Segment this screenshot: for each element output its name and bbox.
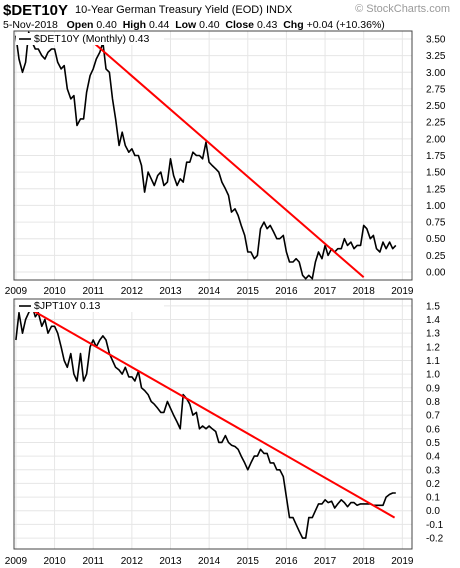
low-label: Low [175,19,197,31]
exchange-label: INDX [265,4,293,16]
symbol-label: $DET10Y [3,2,69,19]
y-tick-label: 1.2 [426,342,440,353]
x-tick-label: 2012 [121,286,144,297]
y-tick-label: 2.25 [426,118,446,129]
x-tick-label: 2018 [353,286,376,297]
stockcharts-watermark[interactable]: © StockCharts.com [355,3,450,15]
x-tick-label: 2014 [198,556,221,567]
x-tick-label: 2019 [391,556,414,567]
x-tick-label: 2009 [5,556,28,567]
legend-label: $DET10Y (Monthly) 0.43 [34,33,150,45]
y-tick-label: 1.00 [426,201,446,212]
x-tick-label: 2018 [353,556,376,567]
price-line [15,304,396,539]
chart-legend: $JPT10Y 0.13 [16,300,164,312]
y-tick-label: 3.25 [426,51,446,62]
x-tick-label: 2011 [82,286,104,297]
y-tick-label: 2.00 [426,134,446,145]
x-tick-label: 2013 [159,286,182,297]
y-tick-label: 0.75 [426,218,446,229]
open-value: 0.40 [96,19,117,31]
y-tick-label: 0.6 [426,424,440,435]
y-tick-label: 1.75 [426,151,446,162]
x-tick-label: 2009 [5,286,28,297]
y-tick-label: 0.7 [426,411,440,422]
close-label: Close [225,19,255,31]
y-tick-label: 1.50 [426,168,446,179]
plot-frame [13,30,413,281]
y-tick-label: -0.2 [426,534,444,545]
y-tick-label: 1.1 [426,356,440,367]
y-tick-label: 1.25 [426,184,446,195]
x-tick-label: 2010 [43,286,66,297]
x-tick-label: 2015 [237,556,260,567]
x-tick-label: 2016 [275,286,298,297]
x-tick-label: 2019 [391,286,414,297]
legend-background [16,300,164,312]
y-tick-label: 1.0 [426,370,440,381]
y-tick-label: 2.50 [426,101,446,112]
close-value: 0.43 [256,19,278,31]
trend-line [29,307,396,519]
x-tick-label: 2015 [237,286,260,297]
quote-line: 5-Nov-2018 Open 0.40 High 0.44 Low 0.40 … [3,19,385,31]
y-tick-label: 0.1 [426,493,440,504]
quote-date: 5-Nov-2018 [3,19,58,31]
chart-title: 10-Year German Treasury Yield (EOD) INDX [75,4,292,16]
y-tick-label: 1.4 [426,315,440,326]
y-tick-label: 0.8 [426,397,440,408]
high-label: High [122,19,147,31]
y-tick-label: 1.5 [426,301,440,312]
trend-line [88,38,365,279]
y-tick-label: 0.3 [426,465,440,476]
y-tick-label: 3.50 [426,34,446,45]
y-tick-label: 0.50 [426,234,446,245]
high-value: 0.44 [148,19,170,31]
y-tick-label: 0.4 [426,452,440,463]
x-tick-label: 2012 [121,556,144,567]
chart-panel-1: 3.50 3.25 3.00 2.75 2.50 2.25 2.00 1.75 1.50 1.25… [5,30,446,297]
y-tick-label: 0.5 [426,438,440,449]
x-tick-label: 2014 [198,286,221,297]
x-tick-label: 2017 [314,556,337,567]
x-tick-label: 2010 [43,556,66,567]
title-text: 10-Year German Treasury Yield (EOD) [75,4,263,16]
y-tick-label: 0.00 [426,268,446,279]
x-tick-label: 2017 [314,286,337,297]
y-tick-label: 2.75 [426,84,446,95]
legend-background [16,33,164,45]
y-tick-label: 0.2 [426,479,440,490]
x-tick-label: 2011 [82,556,104,567]
legend-label: $JPT10Y 0.13 [34,300,101,312]
x-tick-label: 2016 [275,556,298,567]
chg-value: +0.04 (+10.36%) [306,19,385,31]
y-tick-label: 1.3 [426,329,440,340]
y-tick-label: 0.0 [426,506,440,517]
x-tick-label: 2013 [159,556,182,567]
chart-header: $DET10Y 10-Year German Treasury Yield (E… [0,0,460,32]
y-tick-label: -0.1 [426,520,444,531]
open-label: Open [66,19,94,31]
y-tick-label: 0.25 [426,251,446,262]
chart-panel-2: 1.5 1.4 1.3 1.2 1.1 1.0 0.9 0.8 0.7 0.6 0.5 0.4 0.3 0… [5,298,444,567]
chg-label: Chg [283,19,304,31]
y-tick-label: 3.00 [426,68,446,79]
y-tick-label: 0.9 [426,383,440,394]
chart-legend: $DET10Y (Monthly) 0.43 [16,33,164,45]
plot-frame [13,298,413,550]
low-value: 0.40 [199,19,220,31]
